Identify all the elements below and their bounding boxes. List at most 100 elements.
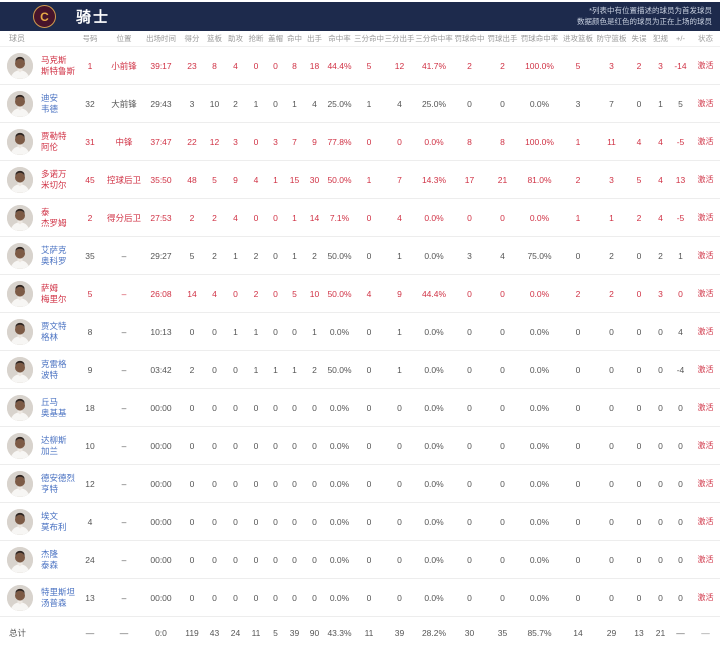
player-cell: 多诺万米切尔 (0, 161, 74, 199)
stat-oreb: 5 (560, 47, 596, 85)
player-avatar[interactable] (7, 53, 33, 79)
total-oreb: 14 (560, 617, 596, 649)
player-name[interactable]: 埃文莫布利 (41, 511, 67, 533)
player-photo-icon (7, 167, 33, 193)
total-three-pct: 28.2% (415, 617, 453, 649)
stat-rebounds: 5 (204, 161, 225, 199)
player-avatar[interactable] (7, 205, 33, 231)
player-avatar[interactable] (7, 129, 33, 155)
stat-rebounds: 2 (204, 199, 225, 237)
stat-number: 1 (74, 47, 106, 85)
stat-three-pct: 0.0% (415, 351, 453, 389)
player-name[interactable]: 贾文特格林 (41, 321, 67, 343)
player-avatar[interactable] (7, 319, 33, 345)
stat-steals: 0 (246, 503, 266, 541)
stat-number: 12 (74, 465, 106, 503)
stat-blocks: 3 (266, 123, 285, 161)
player-photo-icon (7, 205, 33, 231)
player-name[interactable]: 贾勒特阿伦 (41, 131, 67, 153)
stat-points: 0 (180, 389, 204, 427)
stat-status: 激活 (691, 123, 720, 161)
player-avatar[interactable] (7, 433, 33, 459)
total-status: — (691, 617, 720, 649)
player-photo-icon (7, 53, 33, 79)
player-avatar[interactable] (7, 243, 33, 269)
player-avatar[interactable] (7, 395, 33, 421)
player-name[interactable]: 萨姆梅里尔 (41, 283, 67, 305)
player-avatar[interactable] (7, 471, 33, 497)
stat-fouls: 4 (651, 123, 670, 161)
stat-plus-minus: 0 (670, 541, 691, 579)
col-header-points: 得分 (180, 31, 204, 47)
stat-three-pa: 0 (384, 503, 415, 541)
stat-position: – (106, 389, 142, 427)
stat-fga: 14 (304, 199, 325, 237)
player-avatar[interactable] (7, 547, 33, 573)
player-name[interactable]: 迪安韦德 (41, 93, 58, 115)
stat-points: 22 (180, 123, 204, 161)
player-avatar[interactable] (7, 357, 33, 383)
player-name[interactable]: 泰杰罗姆 (41, 207, 67, 229)
player-avatar[interactable] (7, 167, 33, 193)
stat-assists: 0 (225, 579, 246, 617)
stat-blocks: 0 (266, 427, 285, 465)
col-header-turnovers: 失误 (627, 31, 651, 47)
stat-number: 18 (74, 389, 106, 427)
col-header-three-pct: 三分命中率 (415, 31, 453, 47)
stat-ftm: 0 (453, 541, 486, 579)
player-avatar[interactable] (7, 585, 33, 611)
stat-three-pa: 4 (384, 199, 415, 237)
player-cell: 杰隆泰森 (0, 541, 74, 579)
stat-three-pm: 1 (354, 85, 384, 123)
player-avatar[interactable] (7, 91, 33, 117)
stat-fouls: 4 (651, 199, 670, 237)
player-photo-icon (7, 433, 33, 459)
column-header-row: 球员号码位置出场时间得分篮板助攻抢断盖帽命中出手命中率三分命中三分出手三分命中率… (0, 31, 720, 47)
stat-three-pm: 0 (354, 541, 384, 579)
player-photo-icon (7, 471, 33, 497)
player-name[interactable]: 艾萨克奥科罗 (41, 245, 67, 267)
stat-minutes: 35:50 (142, 161, 180, 199)
stat-fta: 0 (486, 465, 519, 503)
stat-turnovers: 0 (627, 389, 651, 427)
stat-number: 10 (74, 427, 106, 465)
player-name[interactable]: 特里斯坦汤普森 (41, 587, 75, 609)
stat-three-pm: 0 (354, 465, 384, 503)
player-name[interactable]: 多诺万米切尔 (41, 169, 67, 191)
player-name[interactable]: 丘马奥基基 (41, 397, 67, 419)
stat-position: – (106, 579, 142, 617)
box-score-page: C 骑士 *列表中有位置描述的球员为首发球员 数据颜色是红色的球员为正在上场的球… (0, 2, 720, 634)
col-header-minutes: 出场时间 (142, 31, 180, 47)
stat-oreb: 0 (560, 351, 596, 389)
stat-assists: 4 (225, 199, 246, 237)
player-name[interactable]: 杰隆泰森 (41, 549, 58, 571)
stat-three-pa: 1 (384, 313, 415, 351)
stat-three-pa: 1 (384, 237, 415, 275)
stat-three-pa: 0 (384, 427, 415, 465)
stat-position: – (106, 237, 142, 275)
stat-blocks: 0 (266, 465, 285, 503)
stat-blocks: 0 (266, 579, 285, 617)
stat-blocks: 0 (266, 541, 285, 579)
player-avatar[interactable] (7, 281, 33, 307)
stat-minutes: 00:00 (142, 579, 180, 617)
stat-status: 激活 (691, 351, 720, 389)
total-dreb: 29 (596, 617, 627, 649)
stat-dreb: 0 (596, 427, 627, 465)
stat-three-pa: 1 (384, 351, 415, 389)
player-name[interactable]: 德安德烈亨特 (41, 473, 75, 495)
player-cell: 达柳斯加兰 (0, 427, 74, 465)
player-name[interactable]: 达柳斯加兰 (41, 435, 67, 457)
stat-three-pa: 0 (384, 123, 415, 161)
stat-oreb: 0 (560, 313, 596, 351)
player-avatar[interactable] (7, 509, 33, 535)
stat-status: 激活 (691, 503, 720, 541)
player-name[interactable]: 马克斯斯特鲁斯 (41, 55, 75, 77)
player-name[interactable]: 克雷格波特 (41, 359, 67, 381)
table-header: 球员号码位置出场时间得分篮板助攻抢断盖帽命中出手命中率三分命中三分出手三分命中率… (0, 31, 720, 47)
stat-dreb: 2 (596, 237, 627, 275)
stat-blocks: 0 (266, 389, 285, 427)
